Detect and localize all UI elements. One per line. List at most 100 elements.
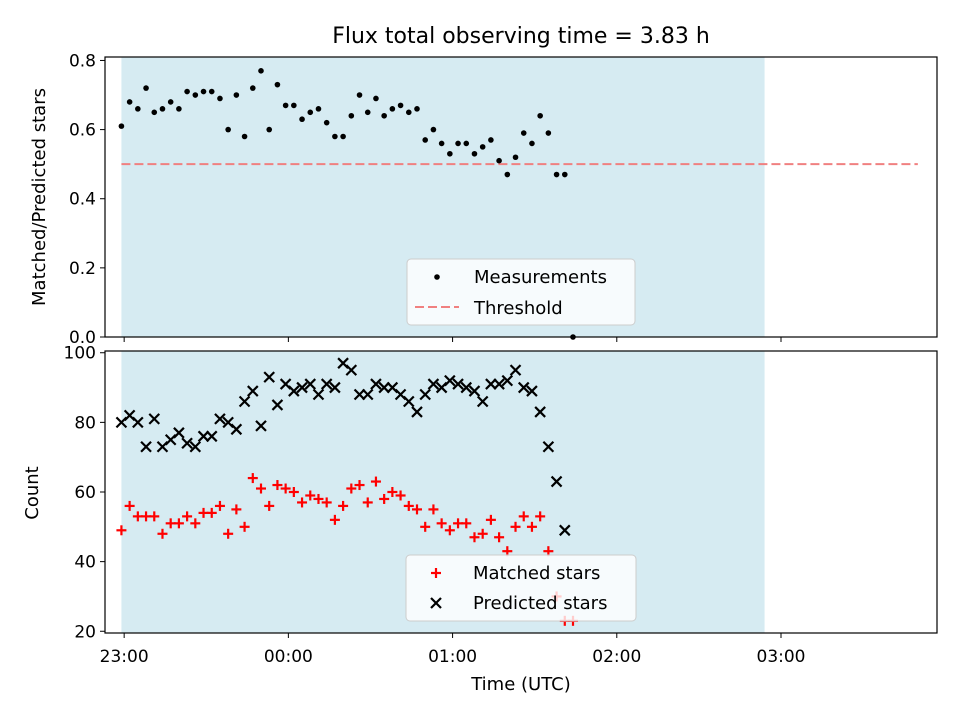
bottom-y-tick-label: 20 [74,622,96,642]
x-tick-label: 01:00 [428,647,477,667]
measurement-point [249,85,256,91]
predicted-star-point [263,371,275,383]
matched-star-point [461,518,472,529]
top-axes-frame [104,56,938,338]
measurement-point [397,102,404,109]
matched-star-point [313,493,324,504]
x-tick-label: 23:00 [100,647,149,667]
matched-star-point [321,497,332,508]
bottom-legend-box [405,554,637,622]
matched-star-point [362,497,373,508]
predicted-star-point [345,364,358,376]
measurement-point [332,133,338,140]
matched-star-point [510,521,521,532]
matched-star-point [264,500,275,511]
measurement-point [471,150,478,157]
matched-star-point [436,518,447,529]
top-y-axis-label: Matched/Predicted stars [29,88,50,306]
measurement-point [151,109,158,116]
bottom-y-tick-label: 60 [74,483,96,503]
predicted-star-point [534,406,546,418]
predicted-star-point [501,374,514,387]
predicted-star-point [288,385,300,397]
predicted-star-point [517,381,530,394]
measurement-point [529,140,535,147]
matched-star-point [412,504,422,515]
matched-star-point [518,511,529,522]
predicted-star-point [189,440,202,453]
predicted-star-point [361,388,374,401]
measurement-point [496,157,502,164]
predicted-star-point [460,381,473,394]
matched-star-point [444,525,455,536]
matched-star-point [116,525,127,536]
predicted-star-point [148,413,161,425]
measurement-point [504,171,511,178]
matched-star-point [379,493,390,504]
predicted-star-point [173,427,185,439]
measurement-point [520,130,527,136]
predicted-star-point [526,385,538,397]
matched-star-point [149,511,160,522]
bottom-y-tick-label: 80 [74,413,96,433]
matched-star-point [173,518,184,529]
measurement-point [266,126,273,133]
measurement-point [282,102,289,109]
measurement-point [561,171,568,178]
predicted-star-point [542,440,555,453]
matched-star-point [494,532,505,543]
matched-star-point [395,490,406,501]
measurement-point [455,140,461,147]
predicted-star-point [493,378,505,390]
measurement-point [176,106,182,112]
predicted-star-point [370,378,382,390]
matched-star-point [420,521,431,532]
bottom-legend: Matched stars Predicted stars [405,554,637,622]
x-tick-label: 00:00 [264,647,313,667]
matched-star-point [280,483,291,494]
top-y-tick-label: 0.0 [69,328,96,348]
measurement-point [488,137,494,143]
measurement-point [208,88,215,95]
predicted-star-point [427,378,440,390]
bottom-y-tick-label: 40 [74,553,96,573]
matched-star-point [206,507,217,518]
measurement-point [422,137,429,143]
measurement-point [159,106,166,112]
x-tick-label: 03:00 [757,647,806,667]
predicted-star-point [205,430,218,443]
predicted-star-point [296,381,308,394]
measurement-point [430,126,437,133]
measurement-point [258,68,264,74]
matched-star-point [190,518,201,529]
matched-star-point [272,480,283,491]
top-y-tick-label: 0.2 [69,259,96,279]
matched-star-point [182,511,193,522]
matched-star-point [387,487,398,497]
predicted-star-point [181,437,193,450]
predicted-star-point [468,385,481,397]
predicted-star-point [403,395,415,408]
matched-star-point [354,480,365,491]
legend-measurements-marker [434,274,440,280]
measurement-point [414,106,420,112]
predicted-star-point [271,399,284,411]
measurement-point [299,116,305,123]
predicted-star-point [238,395,251,408]
top-legend: Measurements Threshold [406,258,636,326]
matched-star-point [338,500,349,511]
matched-star-point [157,528,168,539]
measurement-point [192,92,199,98]
measurement-point [389,106,396,112]
measurement-point [274,81,281,88]
matched-star-point [469,532,480,543]
measurement-point [348,112,355,119]
predicted-star-point [444,374,456,387]
matched-star-point [297,497,308,508]
matched-star-point [526,521,537,532]
predicted-star-point [304,378,317,390]
legend-threshold-label: Threshold [473,298,563,319]
legend-measurements-label: Measurements [474,267,607,288]
chart-title: Flux total observing time = 3.83 h [332,24,710,49]
